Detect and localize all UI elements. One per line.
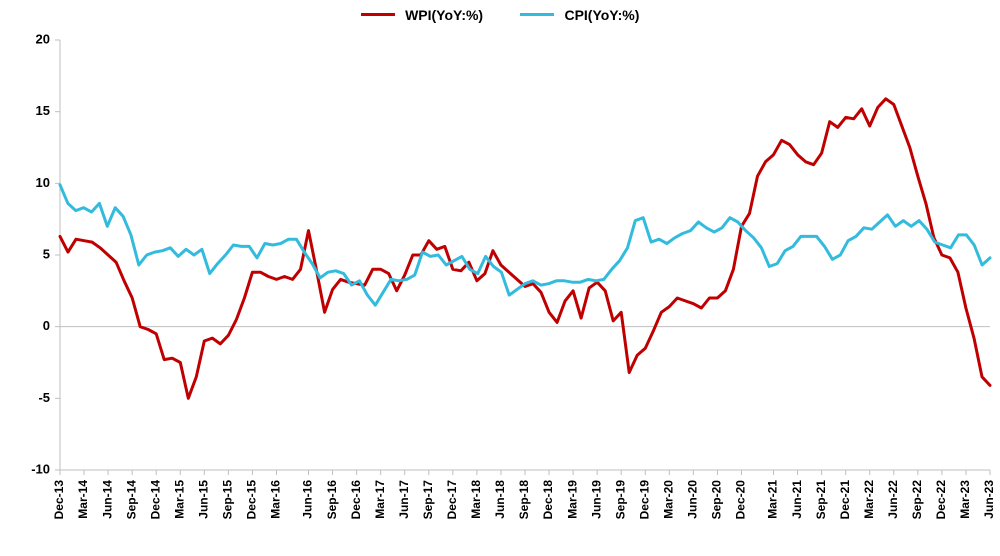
svg-text:Sep-14: Sep-14 bbox=[124, 480, 138, 520]
svg-text:Mar-20: Mar-20 bbox=[661, 480, 675, 519]
svg-text:Jun-16: Jun-16 bbox=[301, 480, 315, 519]
svg-text:Sep-22: Sep-22 bbox=[910, 480, 924, 520]
svg-text:Sep-15: Sep-15 bbox=[221, 480, 235, 520]
svg-text:-10: -10 bbox=[31, 461, 50, 476]
svg-text:Jun-21: Jun-21 bbox=[790, 480, 804, 519]
svg-text:Mar-18: Mar-18 bbox=[469, 480, 483, 519]
svg-text:Jun-22: Jun-22 bbox=[886, 480, 900, 519]
svg-text:Jun-15: Jun-15 bbox=[196, 480, 210, 519]
svg-text:Sep-16: Sep-16 bbox=[325, 480, 339, 520]
svg-text:Sep-19: Sep-19 bbox=[613, 480, 627, 520]
svg-text:0: 0 bbox=[43, 318, 50, 333]
inflation-line-chart: -10 -5 0 5 10 15 20 Dec-13 Mar-14 Jun-14 Sep-14 Dec… bbox=[0, 0, 1000, 556]
svg-text:Sep-18: Sep-18 bbox=[517, 480, 531, 520]
chart-legend: WPI(YoY:%) CPI(YoY:%) bbox=[0, 6, 1000, 24]
svg-text:Mar-15: Mar-15 bbox=[172, 480, 186, 519]
svg-text:20: 20 bbox=[36, 31, 50, 46]
svg-text:Dec-17: Dec-17 bbox=[445, 480, 459, 520]
svg-text:Jun-18: Jun-18 bbox=[493, 480, 507, 519]
svg-text:Mar-19: Mar-19 bbox=[565, 480, 579, 519]
svg-text:Dec-21: Dec-21 bbox=[838, 480, 852, 520]
svg-text:Sep-20: Sep-20 bbox=[710, 480, 724, 520]
svg-text:Sep-21: Sep-21 bbox=[814, 480, 828, 520]
svg-text:-5: -5 bbox=[38, 390, 50, 405]
svg-text:Mar-22: Mar-22 bbox=[862, 480, 876, 519]
svg-text:Dec-15: Dec-15 bbox=[245, 480, 259, 520]
chart-svg: -10 -5 0 5 10 15 20 Dec-13 Mar-14 Jun-14 Sep-14 Dec… bbox=[0, 0, 1000, 556]
svg-text:Dec-16: Dec-16 bbox=[349, 480, 363, 520]
svg-text:Jun-14: Jun-14 bbox=[100, 480, 114, 519]
svg-text:Dec-20: Dec-20 bbox=[734, 480, 748, 520]
svg-text:Jun-19: Jun-19 bbox=[589, 480, 603, 519]
legend-swatch-cpi bbox=[520, 13, 554, 16]
svg-text:Mar-23: Mar-23 bbox=[958, 480, 972, 519]
svg-text:Mar-14: Mar-14 bbox=[76, 480, 90, 519]
svg-text:5: 5 bbox=[43, 246, 50, 261]
svg-text:Dec-19: Dec-19 bbox=[637, 480, 651, 520]
svg-text:Jun-17: Jun-17 bbox=[397, 480, 411, 519]
legend-swatch-wpi bbox=[361, 13, 395, 16]
svg-text:Jun-23: Jun-23 bbox=[982, 480, 996, 519]
svg-text:Dec-22: Dec-22 bbox=[934, 480, 948, 520]
legend-label-cpi: CPI(YoY:%) bbox=[564, 7, 639, 23]
svg-text:Dec-18: Dec-18 bbox=[541, 480, 555, 520]
svg-text:Sep-17: Sep-17 bbox=[421, 480, 435, 520]
legend-label-wpi: WPI(YoY:%) bbox=[405, 7, 483, 23]
svg-text:Mar-17: Mar-17 bbox=[373, 480, 387, 519]
svg-text:15: 15 bbox=[36, 103, 50, 118]
svg-text:Dec-14: Dec-14 bbox=[148, 480, 162, 520]
svg-text:Dec-13: Dec-13 bbox=[52, 480, 66, 520]
svg-text:10: 10 bbox=[36, 175, 50, 190]
svg-text:Mar-21: Mar-21 bbox=[766, 480, 780, 519]
svg-text:Mar-16: Mar-16 bbox=[269, 480, 283, 519]
svg-text:Jun-20: Jun-20 bbox=[686, 480, 700, 519]
